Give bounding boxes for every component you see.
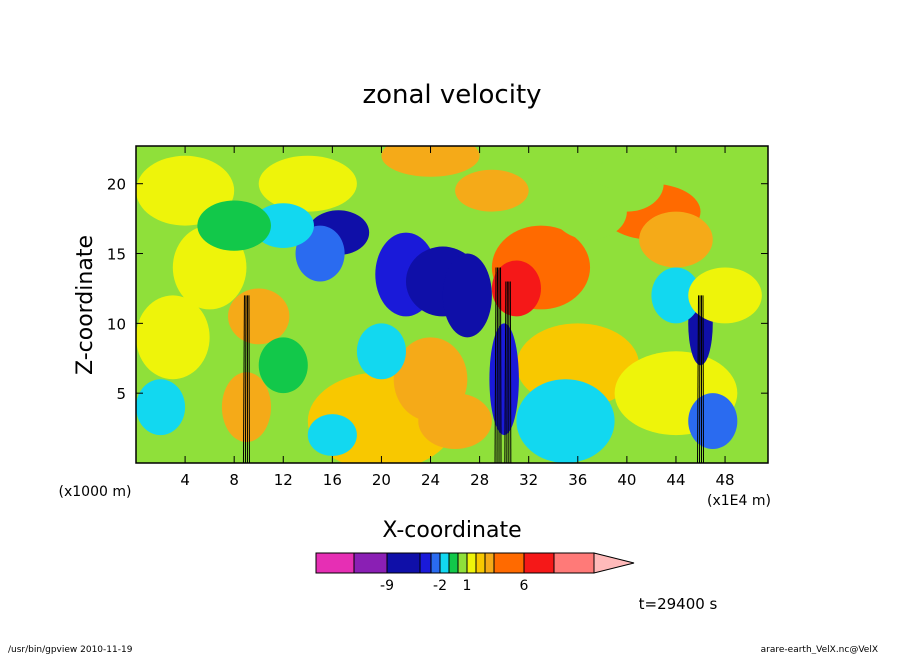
colorbar-box <box>457 552 468 574</box>
colorbar-label: 6 <box>520 578 529 594</box>
colorbar-box <box>466 552 477 574</box>
chart-title: zonal velocity <box>362 80 541 110</box>
field-patch <box>491 260 541 317</box>
y-tick-label: 20 <box>107 176 126 194</box>
contour-line <box>702 295 705 463</box>
contour-line <box>248 295 250 463</box>
contour-line <box>242 295 245 463</box>
colorbar-box <box>419 552 432 574</box>
colorbar-label: -9 <box>380 578 394 594</box>
field-patch <box>197 200 271 251</box>
contour-line <box>496 267 499 463</box>
field-patch <box>688 267 762 324</box>
contour-line <box>500 267 502 463</box>
contour-line <box>494 267 497 463</box>
colorbar-box <box>484 552 495 574</box>
contour-line <box>697 295 700 463</box>
field-patch <box>221 372 271 443</box>
field-patch <box>442 253 492 338</box>
colorbar-label: 1 <box>463 578 472 594</box>
field-patch <box>228 288 290 345</box>
x-tick-label: 24 <box>421 471 440 489</box>
x-tick-label: 12 <box>274 471 293 489</box>
plot-area <box>135 145 769 464</box>
colorbar-box <box>430 552 441 574</box>
contour-lines <box>242 267 705 463</box>
field-patch <box>295 225 345 282</box>
x-tick-label: 4 <box>180 471 190 489</box>
field-patch <box>258 155 357 212</box>
x-tick-label: 36 <box>568 471 587 489</box>
contour-line <box>244 295 247 463</box>
x-tick-label: 28 <box>470 471 489 489</box>
y-tick-label: 10 <box>107 315 126 333</box>
colorbar-box <box>448 552 459 574</box>
contour-line <box>699 295 701 463</box>
time-label: t=29400 s <box>639 595 718 613</box>
footer-right: arare-earth_VelX.nc@VelX <box>761 645 878 654</box>
colorbar-box <box>523 552 555 574</box>
field-patch <box>553 183 627 240</box>
colorbar-box <box>553 552 595 574</box>
x-scale-label: (x1E4 m) <box>707 493 771 509</box>
x-axis-label: X-coordinate <box>382 518 521 543</box>
x-axis: 4 8 12 16 20 24 28 32 36 40 44 48 <box>180 146 735 489</box>
field-patch <box>381 146 480 177</box>
y-tick-label: 15 <box>107 246 126 264</box>
field-patch <box>688 393 738 450</box>
colorbar-box <box>353 552 388 574</box>
colorbar-box <box>475 552 486 574</box>
colorbar-arrow <box>593 552 635 574</box>
field-patch <box>516 379 615 463</box>
x-tick-label: 32 <box>519 471 538 489</box>
x-tick-label: 44 <box>666 471 685 489</box>
plot-frame <box>135 145 769 464</box>
contour-line <box>509 281 512 463</box>
field-patch <box>258 337 308 394</box>
colorbar: -9 -2 1 6 <box>315 552 635 594</box>
x-unit-label: (x1000 m) <box>59 484 132 500</box>
field-patch <box>252 203 314 248</box>
colorbar-box <box>493 552 525 574</box>
field-patch <box>136 295 210 380</box>
y-tick-label: 5 <box>116 385 126 403</box>
field-patch <box>307 414 357 457</box>
field-patch <box>356 323 406 380</box>
field-patch <box>136 379 186 436</box>
contour-line <box>504 281 507 463</box>
field-patch <box>651 267 701 324</box>
x-tick-label: 16 <box>323 471 342 489</box>
field-patch <box>455 169 529 212</box>
colorbar-box <box>386 552 421 574</box>
colorbar-box <box>315 552 355 574</box>
x-tick-label: 20 <box>372 471 391 489</box>
velocity-field <box>136 146 768 463</box>
contour-line <box>506 281 508 463</box>
x-tick-label: 48 <box>716 471 735 489</box>
x-tick-label: 8 <box>229 471 239 489</box>
field-patch <box>418 393 492 450</box>
footer-left: /usr/bin/gpview 2010-11-19 <box>8 645 133 654</box>
x-tick-label: 40 <box>617 471 636 489</box>
colorbar-box <box>439 552 450 574</box>
colorbar-label: -2 <box>433 578 447 594</box>
field-patch <box>489 323 519 436</box>
field-patch <box>639 211 713 268</box>
y-axis-label: Z-coordinate <box>73 235 98 375</box>
y-axis: 5 10 15 20 <box>107 176 768 403</box>
